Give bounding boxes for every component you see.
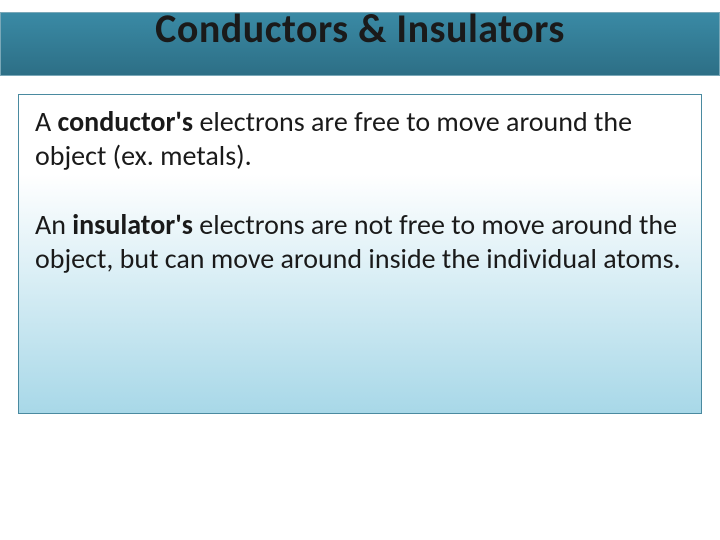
content-box: A conductor's electrons are free to move… bbox=[18, 94, 702, 414]
para-1-pre: An bbox=[35, 207, 72, 242]
para-0-pre: A bbox=[35, 104, 58, 139]
para-0-bold: conductor's bbox=[58, 104, 194, 139]
paragraph-conductor: A conductor's electrons are free to move… bbox=[35, 105, 685, 172]
paragraph-insulator: An insulator's electrons are not free to… bbox=[35, 208, 685, 275]
para-1-bold: insulator's bbox=[72, 207, 193, 242]
slide-title: Conductors & Insulators bbox=[0, 4, 720, 53]
